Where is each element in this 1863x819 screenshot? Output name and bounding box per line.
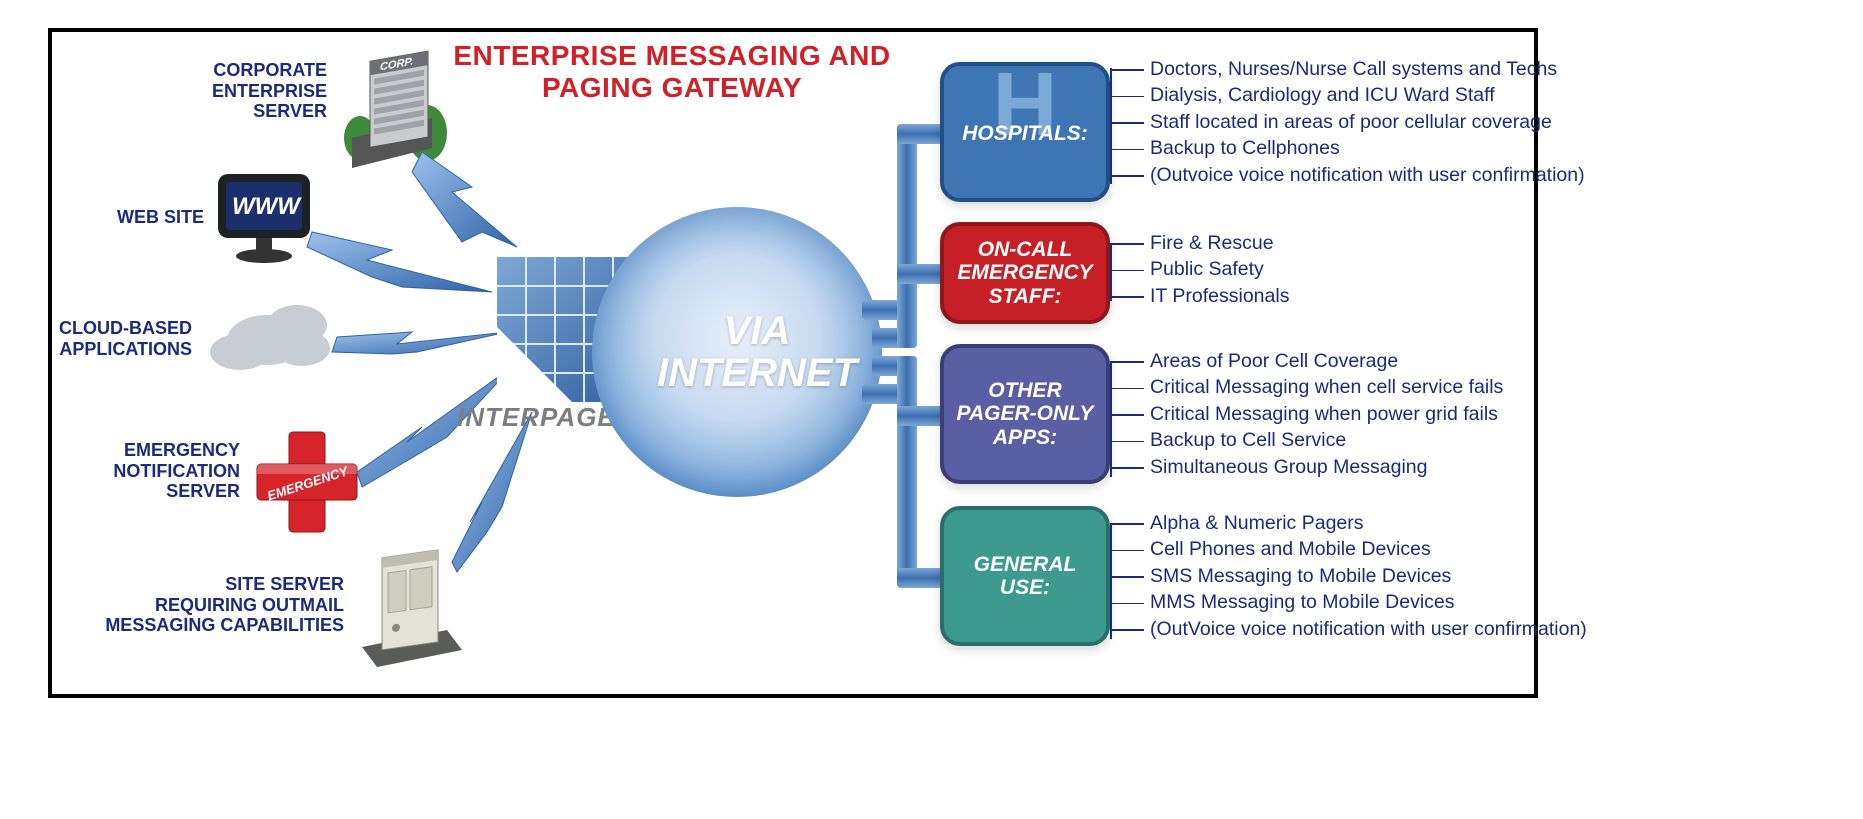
detail-stem-hospitals (1110, 68, 1112, 184)
detail-item: Alpha & Numeric Pagers (1124, 510, 1587, 536)
diagram-frame: ENTERPRISE MESSAGING AND PAGING GATEWAY … (48, 28, 1538, 698)
detail-item: Staff located in areas of poor cellular … (1124, 109, 1585, 135)
detail-item: Simultaneous Group Messaging (1124, 454, 1503, 480)
detail-item: IT Professionals (1124, 283, 1289, 309)
detail-item: Doctors, Nurses/Nurse Call systems and T… (1124, 56, 1585, 82)
detail-item: SMS Messaging to Mobile Devices (1124, 563, 1587, 589)
detail-item: Critical Messaging when cell service fai… (1124, 374, 1503, 400)
details-hospitals: Doctors, Nurses/Nurse Call systems and T… (1124, 56, 1585, 188)
interpage-brand: INTERPAGE (457, 402, 616, 433)
detail-item: (OutVoice voice notification with user c… (1124, 616, 1587, 642)
category-pager: OTHERPAGER-ONLYAPPS: (940, 344, 1110, 484)
hub-label: VIA INTERNET (657, 310, 857, 394)
detail-stem-general (1110, 523, 1112, 639)
details-pager: Areas of Poor Cell CoverageCritical Mess… (1124, 348, 1503, 480)
detail-item: Areas of Poor Cell Coverage (1124, 348, 1503, 374)
detail-item: MMS Messaging to Mobile Devices (1124, 589, 1587, 615)
detail-stem-pager (1110, 361, 1112, 477)
detail-stem-oncall (1110, 243, 1112, 301)
detail-item: Public Safety (1124, 256, 1289, 282)
detail-item: Critical Messaging when power grid fails (1124, 401, 1503, 427)
detail-item: Dialysis, Cardiology and ICU Ward Staff (1124, 82, 1585, 108)
category-general: GENERALUSE: (940, 506, 1110, 646)
details-general: Alpha & Numeric PagersCell Phones and Mo… (1124, 510, 1587, 642)
category-oncall: ON-CALLEMERGENCYSTAFF: (940, 222, 1110, 324)
hub-line2: INTERNET (657, 351, 857, 395)
hub-circle: VIA INTERNET (592, 207, 882, 497)
detail-item: Cell Phones and Mobile Devices (1124, 536, 1587, 562)
detail-item: (Outvoice voice notification with user c… (1124, 162, 1585, 188)
detail-item: Fire & Rescue (1124, 230, 1289, 256)
details-oncall: Fire & RescuePublic SafetyIT Professiona… (1124, 230, 1289, 309)
detail-item: Backup to Cellphones (1124, 135, 1585, 161)
detail-item: Backup to Cell Service (1124, 427, 1503, 453)
category-hospitals: HHOSPITALS: (940, 62, 1110, 202)
hub-line1: VIA (724, 309, 791, 353)
